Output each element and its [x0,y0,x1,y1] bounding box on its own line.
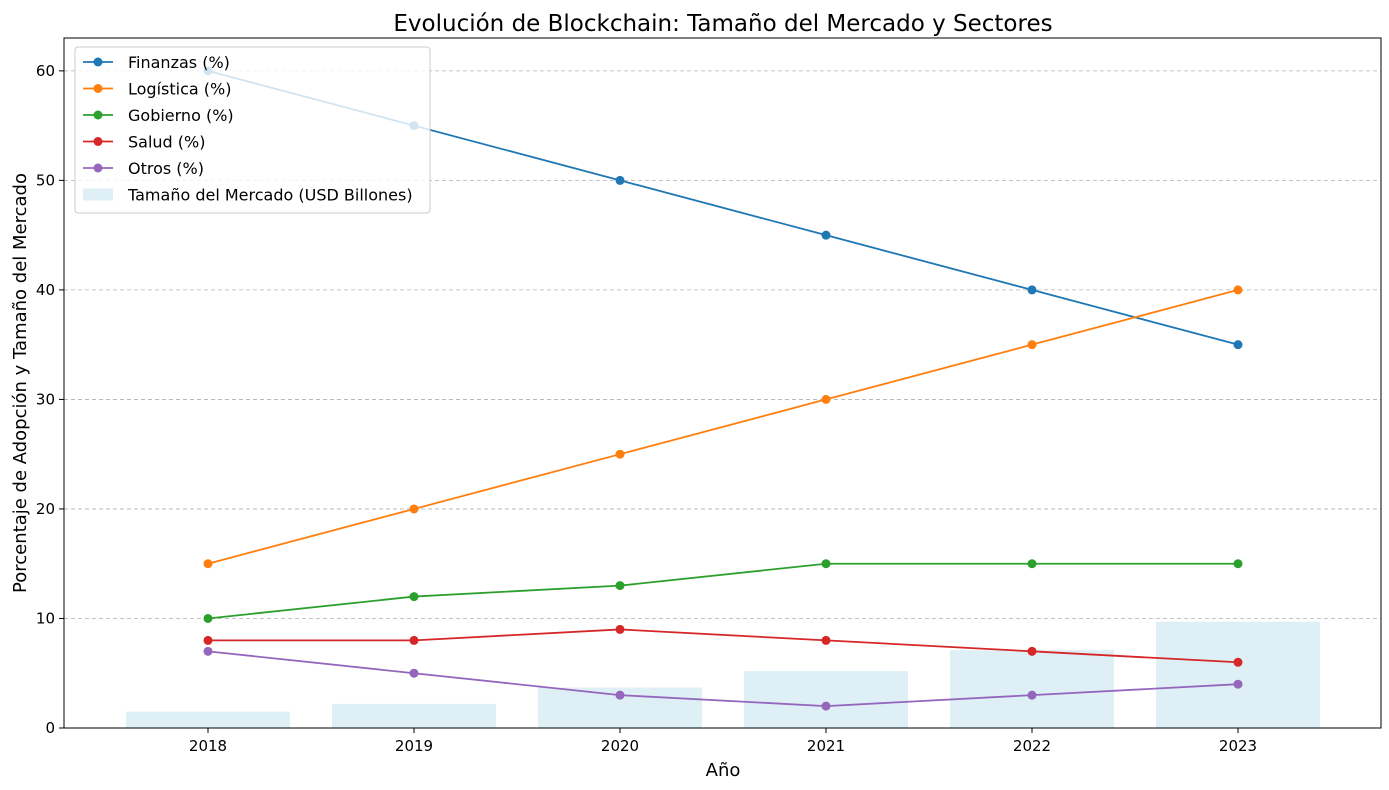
data-point [1027,646,1037,656]
data-point [1027,285,1037,295]
legend-marker [93,137,103,146]
data-point [409,592,419,602]
legend-label: Salud (%) [128,133,205,152]
y-tick-label: 0 [45,719,55,737]
market-size-bar [1156,621,1320,728]
y-tick-label: 30 [36,390,55,408]
y-tick-label: 10 [36,609,55,627]
market-size-bar [950,650,1114,728]
legend-bar-swatch [83,188,113,201]
legend-marker [93,110,103,120]
series-line [207,289,1239,565]
data-point [203,559,213,569]
market-size-bar [126,711,290,728]
data-point [821,635,831,645]
chart-title: Evolución de Blockchain: Tamaño del Merc… [393,11,1052,37]
x-axis-title: Año [706,760,741,781]
y-axis-title: Porcentaje de Adopción y Tamaño del Merc… [10,173,31,593]
axis-ticks: 0 10 20 30 40 50 60 2018 2019 2020 2021 2022 2023 [36,62,1257,755]
series-line [207,650,1239,707]
data-point [203,613,213,623]
data-point [615,690,625,700]
data-point [409,635,419,645]
data-point [1027,559,1037,569]
y-tick-label: 50 [36,171,55,189]
x-tick-label: 2023 [1219,737,1257,755]
legend-marker [93,163,103,173]
data-point [409,668,419,678]
data-point [1233,559,1243,569]
data-point [615,175,625,185]
legend-marker [93,57,103,67]
x-tick-label: 2020 [601,737,639,755]
legend-label: Otros (%) [128,159,204,178]
market-size-bars [126,621,1320,728]
plot-frame [63,37,1382,729]
y-tick-label: 60 [36,62,55,80]
y-tick-label: 20 [36,500,55,518]
data-point [1233,340,1243,350]
legend-marker [93,84,103,93]
data-point [203,635,213,645]
legend-label: Finanzas (%) [128,53,230,72]
legend-box [74,46,431,214]
data-point [821,230,831,240]
legend-label: Tamaño del Mercado (USD Billones) [127,186,413,205]
data-point [203,646,213,656]
x-tick-label: 2022 [1013,737,1051,755]
data-point [615,449,625,459]
series-line [208,628,1239,664]
data-point [1233,657,1243,667]
market-size-bar [744,671,908,728]
legend-label: Logística (%) [128,80,231,99]
data-point [1233,679,1243,689]
data-point [821,394,831,404]
market-size-bar [332,703,496,728]
legend-label: Gobierno (%) [128,106,234,125]
data-point [1027,340,1037,350]
data-point [1027,690,1037,700]
data-point [409,504,419,514]
legend: Finanzas (%) Logística (%) Gobierno (%) Sal… [74,46,431,214]
data-point [1233,285,1243,295]
data-point [821,701,831,711]
data-point [615,581,625,591]
y-tick-label: 40 [36,281,55,299]
x-tick-label: 2021 [807,737,845,755]
series-line [207,562,1238,620]
x-tick-label: 2019 [395,737,433,755]
data-point [615,624,625,634]
x-tick-label: 2018 [189,737,227,755]
data-point [821,559,831,569]
